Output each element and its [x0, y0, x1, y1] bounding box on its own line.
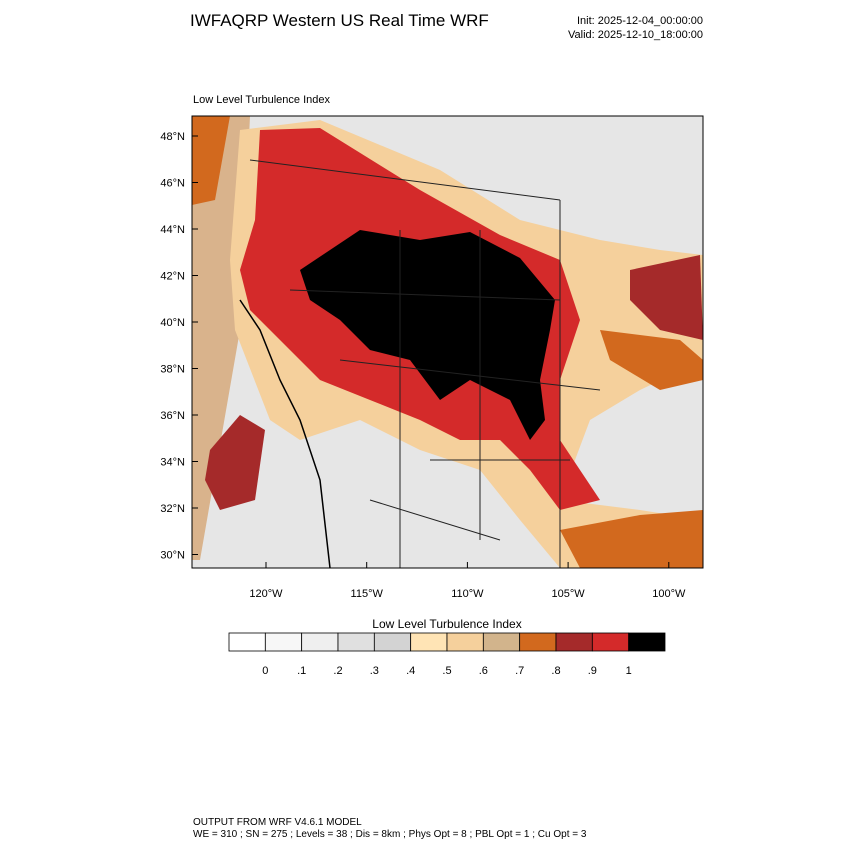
colorbar-label: .6: [479, 665, 488, 677]
colorbar-label: 0: [262, 665, 268, 677]
lat-label: 30°N: [160, 550, 185, 562]
lon-label: 120°W: [249, 588, 283, 600]
colorbar-box: [519, 632, 557, 652]
lat-label: 48°N: [160, 131, 185, 143]
lat-label: 34°N: [160, 457, 185, 469]
map-field: [192, 116, 703, 568]
lon-label: 110°W: [451, 588, 484, 600]
lon-label: 115°W: [351, 588, 384, 600]
colorbar-label: .2: [333, 665, 342, 677]
colorbar-box: [591, 632, 630, 652]
colorbar-box: [301, 632, 339, 652]
valid-time: Valid: 2025-12-10_18:00:00: [568, 29, 703, 41]
colorbar-label: .9: [588, 665, 597, 677]
lat-label: 46°N: [160, 178, 185, 190]
lat-label: 32°N: [160, 503, 185, 515]
colorbar-label: .5: [442, 665, 451, 677]
lon-label: 100°W: [652, 588, 686, 600]
init-time: Init: 2025-12-04_00:00:00: [577, 15, 703, 27]
colorbar-box: [228, 632, 266, 652]
colorbar-box: [373, 632, 412, 652]
map-label: Low Level Turbulence Index: [193, 94, 330, 106]
colorbar-box: [337, 632, 375, 652]
colorbar-box: [482, 632, 521, 652]
colorbar-box: [555, 632, 593, 652]
colorbar-label: .8: [551, 665, 560, 677]
footer-line: OUTPUT FROM WRF V4.6.1 MODEL: [193, 817, 362, 828]
colorbar-label: .4: [406, 665, 415, 677]
colorbar-label: 1: [626, 665, 632, 677]
lat-label: 40°N: [160, 317, 185, 329]
colorbar-box: [446, 632, 484, 652]
colorbar-box: [410, 632, 448, 652]
colorbar-label: .1: [297, 665, 306, 677]
colorbar-label: .7: [515, 665, 524, 677]
lat-label: 38°N: [160, 364, 185, 376]
lat-label: 44°N: [160, 224, 185, 236]
colorbar-title: Low Level Turbulence Index: [372, 617, 521, 631]
lon-label: 105°W: [552, 588, 586, 600]
colorbar-box: [264, 632, 303, 652]
map-frame: [191, 115, 704, 569]
lat-label: 36°N: [160, 410, 185, 422]
footer-line: WE = 310 ; SN = 275 ; Levels = 38 ; Dis …: [193, 829, 587, 840]
lat-label: 42°N: [160, 271, 185, 283]
title: IWFAQRP Western US Real Time WRF: [190, 11, 489, 30]
colorbar-label: .3: [370, 665, 379, 677]
colorbar-box: [628, 632, 666, 652]
